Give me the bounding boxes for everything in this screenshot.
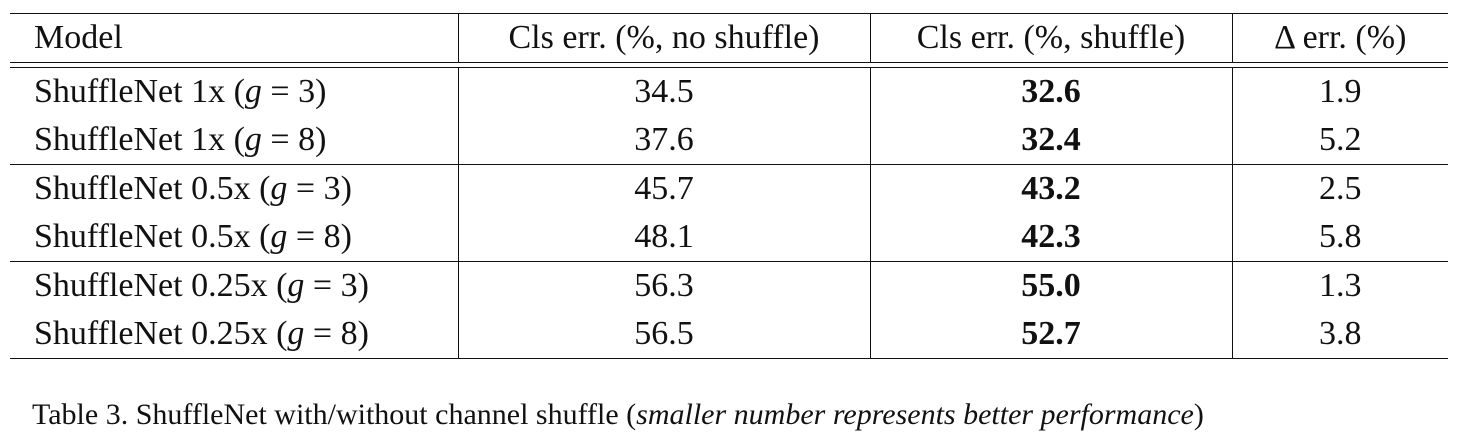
cell-no-shuffle: 34.5: [457, 67, 870, 116]
model-name-suffix: = 3): [287, 170, 352, 207]
caption-suffix: ): [1193, 398, 1204, 431]
header-no-shuffle: Cls err. (%, no shuffle): [457, 13, 870, 63]
results-table: Model Cls err. (%, no shuffle) Cls err. …: [10, 13, 1448, 359]
cell-delta: 1.3: [1231, 261, 1448, 310]
table-row: ShuffleNet 0.25x (g = 3) 56.3 55.0 1.3: [10, 261, 1448, 311]
model-name-prefix: ShuffleNet 0.5x (: [34, 218, 271, 255]
model-group-variable: g: [244, 121, 262, 158]
model-group-variable: g: [270, 218, 288, 255]
cell-delta: 2.5: [1231, 164, 1448, 213]
model-name-suffix: = 8): [287, 218, 352, 255]
model-name-prefix: ShuffleNet 0.25x (: [34, 315, 288, 352]
cell-model: ShuffleNet 0.25x (g = 3): [10, 262, 458, 311]
cell-model: ShuffleNet 0.5x (g = 3): [10, 165, 458, 214]
cell-no-shuffle: 56.5: [457, 310, 870, 359]
model-name-prefix: ShuffleNet 1x (: [34, 121, 245, 158]
model-name-suffix: = 8): [304, 315, 369, 352]
cell-shuffle: 42.3: [869, 213, 1232, 262]
model-group-variable: g: [270, 170, 288, 207]
cell-delta: 3.8: [1231, 310, 1448, 359]
cell-delta: 5.2: [1231, 116, 1448, 165]
table-header-row: Model Cls err. (%, no shuffle) Cls err. …: [10, 13, 1448, 63]
model-name-prefix: ShuffleNet 1x (: [34, 73, 245, 110]
caption-italic: smaller number represents better perform…: [636, 398, 1194, 431]
cell-shuffle: 52.7: [869, 310, 1232, 359]
table-row: ShuffleNet 1x (g = 3) 34.5 32.6 1.9: [10, 67, 1448, 117]
model-group-variable: g: [287, 267, 305, 304]
cell-delta: 1.9: [1231, 67, 1448, 116]
header-model: Model: [10, 13, 458, 63]
table-body: ShuffleNet 1x (g = 3) 34.5 32.6 1.9 ShuffleN…: [10, 67, 1448, 359]
header-double-rule: [10, 62, 1448, 68]
cell-shuffle: 55.0: [869, 261, 1232, 310]
model-name-suffix: = 3): [304, 267, 369, 304]
results-table-container: Model Cls err. (%, no shuffle) Cls err. …: [10, 13, 1448, 359]
cell-shuffle: 32.4: [869, 116, 1232, 165]
cell-no-shuffle: 37.6: [457, 116, 870, 165]
header-shuffle: Cls err. (%, shuffle): [869, 13, 1232, 63]
cell-delta: 5.8: [1231, 213, 1448, 262]
cell-no-shuffle: 45.7: [457, 164, 870, 213]
table-row: ShuffleNet 0.25x (g = 8) 56.5 52.7 3.8: [10, 310, 1448, 359]
cell-no-shuffle: 48.1: [457, 213, 870, 262]
table-caption: Table 3. ShuffleNet with/without channel…: [32, 398, 1204, 432]
model-name-suffix: = 3): [261, 73, 327, 110]
cell-model: ShuffleNet 0.5x (g = 8): [10, 213, 458, 262]
cell-shuffle: 32.6: [869, 67, 1232, 116]
table-row: ShuffleNet 0.5x (g = 8) 48.1 42.3 5.8: [10, 213, 1448, 262]
cell-model: ShuffleNet 1x (g = 8): [10, 116, 458, 165]
cell-shuffle: 43.2: [869, 164, 1232, 213]
cell-model: ShuffleNet 0.25x (g = 8): [10, 310, 458, 359]
model-group-variable: g: [244, 73, 262, 110]
model-name-prefix: ShuffleNet 0.5x (: [34, 170, 271, 207]
model-name-suffix: = 8): [261, 121, 327, 158]
caption-prefix: Table 3. ShuffleNet with/without channel…: [32, 398, 637, 431]
table-row: ShuffleNet 1x (g = 8) 37.6 32.4 5.2: [10, 116, 1448, 165]
model-name-prefix: ShuffleNet 0.25x (: [34, 267, 288, 304]
cell-model: ShuffleNet 1x (g = 3): [10, 68, 458, 117]
table-row: ShuffleNet 0.5x (g = 3) 45.7 43.2 2.5: [10, 164, 1448, 214]
model-group-variable: g: [287, 315, 305, 352]
cell-no-shuffle: 56.3: [457, 261, 870, 310]
header-delta: Δ err. (%): [1231, 13, 1448, 63]
